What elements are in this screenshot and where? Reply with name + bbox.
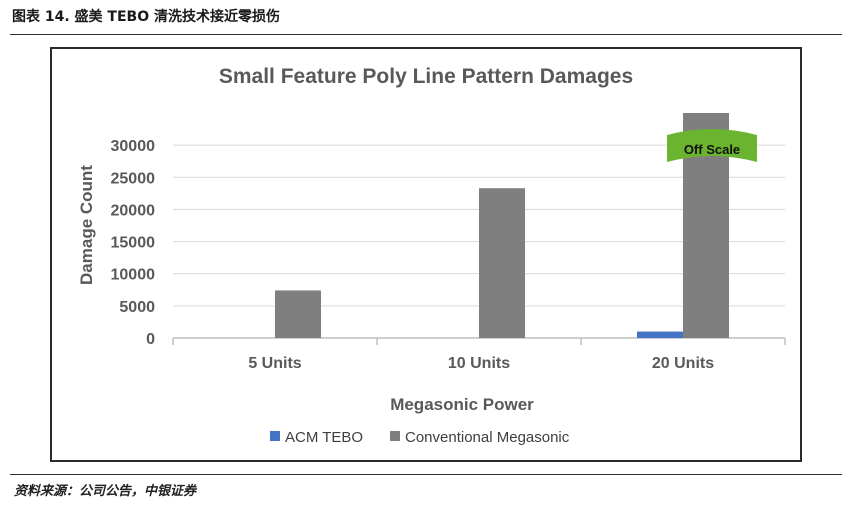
x-tick-label: 20 Units (652, 355, 714, 372)
figure-caption: 图表 14. 盛美 TEBO 清洗技术接近零损伤 (12, 9, 280, 25)
legend-swatch (270, 431, 280, 441)
x-tick-label: 10 Units (448, 355, 510, 372)
legend-swatch (390, 431, 400, 441)
source-rule (10, 474, 842, 475)
bar-acm-tebo-3 (637, 331, 683, 338)
x-tick-labels: 5 Units 10 Units 20 Units (248, 355, 714, 372)
y-tick-label: 25000 (111, 170, 156, 187)
off-scale-label: Off Scale (684, 142, 740, 157)
y-tick-label: 0 (146, 331, 155, 348)
bar-conventional-2 (479, 188, 525, 338)
y-axis-label: Damage Count (77, 165, 96, 285)
bars (275, 113, 729, 338)
y-tick-label: 15000 (111, 235, 156, 252)
legend-label: ACM TEBO (285, 429, 363, 446)
chart-frame (50, 47, 802, 462)
caption-rule (10, 34, 842, 35)
legend: ACM TEBO Conventional Megasonic (270, 429, 570, 446)
figure-source: 资料来源：公司公告，中银证券 (14, 484, 197, 499)
chart-title: Small Feature Poly Line Pattern Damages (219, 65, 633, 88)
bar-conventional-1 (275, 290, 321, 338)
x-axis-label: Megasonic Power (390, 395, 534, 414)
y-tick-label: 5000 (119, 299, 155, 316)
y-tick-labels: 0 5000 10000 15000 20000 25000 30000 (111, 138, 156, 348)
y-tick-label: 20000 (111, 202, 156, 219)
legend-label: Conventional Megasonic (405, 429, 570, 446)
off-scale-flag-shape (667, 129, 757, 162)
off-scale-flag: Off Scale (667, 129, 757, 162)
y-tick-label: 30000 (111, 138, 156, 155)
x-tick-label: 5 Units (248, 355, 301, 372)
y-tick-label: 10000 (111, 267, 156, 284)
